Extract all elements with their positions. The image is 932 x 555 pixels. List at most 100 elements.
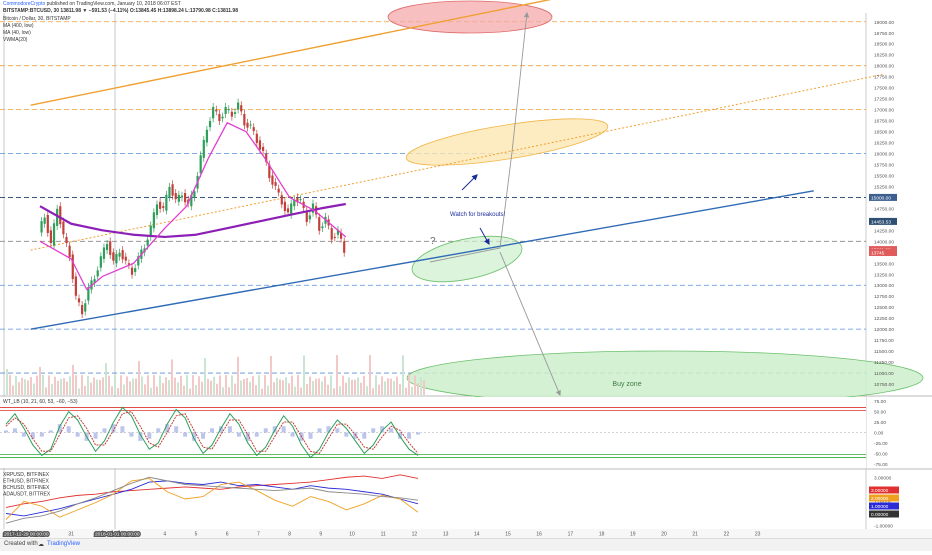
footer-brand[interactable]: TradingView	[47, 541, 81, 547]
oscillator-hist-bar	[93, 432, 98, 439]
oscillator-hist-bar	[183, 432, 188, 437]
candle-body	[105, 243, 109, 251]
volume-bar	[138, 361, 140, 395]
footer-bar: Created with ☁ TradingView	[0, 538, 932, 551]
volume-bar	[165, 377, 167, 395]
oscillator-title: WT_LB (10, 21, 60, 53, −60, −53)	[3, 399, 78, 405]
volume-bar	[15, 376, 17, 395]
volume-bar	[333, 388, 335, 395]
candle-body	[299, 199, 302, 201]
oscillator-hist-bar	[192, 432, 197, 441]
volume-bar	[417, 383, 419, 395]
oscillator-tick-label: 75.00	[874, 399, 886, 405]
volume-bar	[153, 375, 155, 395]
oscillator-hist-bar	[407, 432, 412, 439]
candle-body	[230, 111, 233, 117]
oscillator-hist-bar	[111, 424, 116, 433]
volume-bar	[240, 380, 242, 395]
price-tick-label: 12500.00	[874, 305, 894, 311]
volume-bar	[135, 378, 137, 395]
candle-body	[112, 252, 115, 261]
indicator-ma40[interactable]: MA (40, low)	[3, 30, 31, 36]
candle-body	[127, 263, 131, 266]
candle-body	[40, 221, 43, 233]
price-tick-label: 17750.00	[874, 75, 894, 81]
trendline	[30, 0, 552, 106]
volume-bar	[57, 380, 59, 395]
volume-bar	[267, 385, 269, 395]
candle-body	[311, 203, 315, 213]
candle-body	[215, 109, 218, 112]
volume-bar	[411, 386, 413, 395]
candle-body	[318, 217, 321, 231]
symbol-line: BITSTAMP:BTCUSD, 30 13811.98 ▼ −591.53 (…	[3, 8, 238, 14]
publisher-name[interactable]: CommodoreCrypto	[3, 1, 46, 7]
time-tick-label: 16	[536, 532, 542, 538]
price-tick-label: 14750.00	[874, 206, 894, 212]
oscillator-hist-bar	[398, 432, 403, 439]
breakout-annotation: Watch for breakouts!	[450, 212, 505, 218]
volume-bar	[84, 385, 86, 395]
oscillator-tick-label: -25.00	[874, 441, 888, 447]
volume-bar	[252, 376, 254, 395]
oscillator-hist-bar	[308, 432, 313, 439]
volume-bar	[39, 366, 41, 395]
candle-body	[336, 229, 340, 235]
volume-bar	[321, 381, 323, 395]
candle-body	[93, 279, 96, 284]
volume-bar	[390, 378, 392, 395]
candle-body	[146, 239, 149, 246]
volume-bar	[27, 380, 29, 395]
candle-body	[115, 254, 118, 264]
volume-bar	[327, 384, 329, 395]
oscillator-hist-bar	[281, 426, 286, 433]
oscillator-hist-bar	[12, 428, 17, 433]
volume-bar	[6, 369, 8, 395]
time-tick-label: 11	[381, 532, 386, 538]
oscillator-hist-bar	[335, 428, 340, 433]
volume-bar	[177, 382, 179, 395]
candle-body	[333, 236, 336, 238]
candle-body	[149, 225, 152, 237]
volume-bar	[228, 387, 230, 395]
volume-bar	[282, 380, 284, 395]
arrow-down-to-green	[479, 227, 490, 246]
volume-bar	[141, 376, 143, 395]
comparison-legend-item: XRPUSD, BITFINEX	[3, 472, 50, 478]
oscillator-hist-bar	[201, 432, 206, 439]
volume-bar	[216, 383, 218, 395]
volume-bar	[54, 376, 56, 395]
candle-body	[65, 236, 68, 244]
volume-bar	[207, 378, 209, 395]
candle-body	[190, 194, 193, 207]
volume-bar	[372, 388, 374, 395]
indicator-vwma[interactable]: VWMA(20)	[3, 37, 28, 43]
footer-created-with: Created with	[4, 541, 38, 547]
comparison-tick-label: -1.00000	[874, 524, 893, 530]
oscillator-hist-bar	[21, 432, 26, 437]
volume-bar	[45, 387, 47, 395]
volume-bar	[354, 379, 356, 395]
volume-bar	[123, 384, 125, 395]
candle-body	[99, 256, 102, 268]
volume-bar	[144, 384, 146, 395]
price-tick-label: 13000.00	[874, 283, 894, 289]
time-tick-label: 12	[412, 532, 418, 538]
volume-bar	[24, 379, 26, 395]
volume-bar	[81, 375, 83, 395]
candle-body	[271, 175, 274, 185]
oscillator-hist-bar	[353, 432, 358, 439]
price-tick-label: 11750.00	[874, 338, 894, 344]
volume-bar	[198, 376, 200, 395]
volume-bar	[150, 387, 152, 395]
volume-bar	[120, 375, 122, 395]
volume-bar	[396, 376, 398, 395]
oscillator-hist-bar	[39, 432, 44, 437]
indicator-ma400[interactable]: MA (400, low)	[3, 23, 34, 29]
volume-bar	[42, 375, 44, 395]
volume-bar	[105, 362, 107, 395]
candle-body	[221, 116, 224, 119]
price-tick-label: 11500.00	[874, 349, 894, 355]
